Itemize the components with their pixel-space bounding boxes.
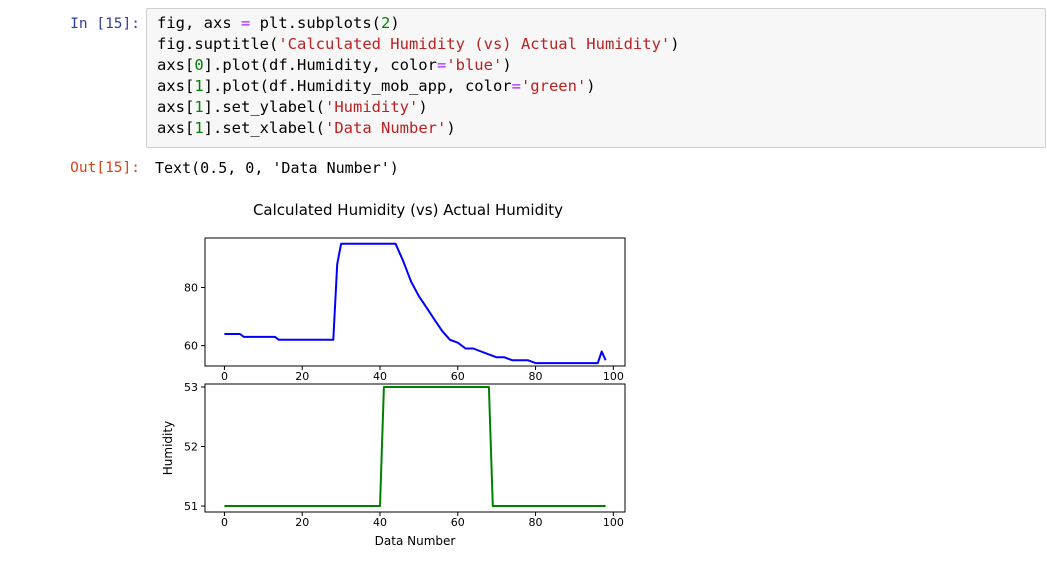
code-line-5: axs[1].set_ylabel('Humidity') — [157, 97, 680, 118]
code-token: axs[ — [157, 98, 195, 116]
code-string: 'blue' — [446, 56, 503, 74]
code-line-3: axs[0].plot(df.Humidity, color='blue') — [157, 55, 680, 76]
series-line-green — [224, 386, 606, 507]
y-tick-label: 53 — [184, 381, 198, 394]
subplot-1: 0 20 40 60 80 100 60 80 — [184, 237, 626, 383]
series-line-blue — [224, 242, 607, 365]
x-tick-label: 20 — [295, 370, 309, 383]
code-token: ) — [670, 35, 680, 53]
code-number: 1 — [194, 77, 204, 95]
code-token: axs[ — [157, 56, 195, 74]
y-tick-label: 51 — [184, 500, 198, 513]
y-tick-label: 80 — [184, 281, 198, 294]
x-tick-label: 0 — [221, 370, 228, 383]
x-tick-label: 20 — [295, 516, 309, 529]
code-token: ].plot(df.Humidity_mob_app, color — [203, 77, 512, 95]
code-token: fig.suptitle( — [157, 35, 279, 53]
y-tick-label: 60 — [184, 340, 198, 353]
subplot-2: 0 20 40 60 80 100 51 52 53 Data Number Humidity — [161, 381, 626, 548]
x-tick-label: 100 — [603, 370, 624, 383]
x-tick-label: 60 — [451, 370, 465, 383]
code-token: axs[ — [157, 119, 195, 137]
x-tick-label: 80 — [529, 516, 543, 529]
code-string: 'green' — [520, 77, 587, 95]
x-tick-label: 40 — [373, 370, 387, 383]
code-cell-editor[interactable]: fig, axs = plt.subplots(2) fig.suptitle(… — [146, 8, 1046, 148]
code-operator: = — [241, 14, 251, 32]
x-tick-label: 100 — [603, 516, 624, 529]
code-token: ].set_ylabel( — [203, 98, 325, 116]
code-string: 'Humidity' — [325, 98, 419, 116]
code-line-6: axs[1].set_xlabel('Data Number') — [157, 118, 680, 139]
y-axis-label: Humidity — [161, 421, 175, 475]
code-token: ) — [446, 119, 456, 137]
code-line-1: fig, axs = plt.subplots(2) — [157, 13, 680, 34]
x-tick-label: 60 — [451, 516, 465, 529]
input-prompt: In [15]: — [70, 16, 140, 32]
code-token: ) — [502, 56, 512, 74]
code-operator: = — [511, 77, 521, 95]
axes-frame — [204, 383, 626, 513]
x-tick-label: 0 — [221, 516, 228, 529]
x-tick-label: 40 — [373, 516, 387, 529]
code-token: ) — [390, 14, 400, 32]
code-token: fig, axs — [157, 14, 241, 32]
code-number: 2 — [381, 14, 391, 32]
code-token: axs[ — [157, 77, 195, 95]
code-string: 'Calculated Humidity (vs) Actual Humidit… — [278, 35, 671, 53]
code-line-4: axs[1].plot(df.Humidity_mob_app, color='… — [157, 76, 680, 97]
code-token: ) — [418, 98, 428, 116]
code-token: ].plot(df.Humidity, color — [203, 56, 437, 74]
x-tick-label: 80 — [529, 370, 543, 383]
figure-title: Calculated Humidity (vs) Actual Humidity — [253, 201, 563, 219]
code-token: plt.subplots( — [250, 14, 381, 32]
output-text: Text(0.5, 0, 'Data Number') — [155, 159, 399, 177]
axes-frame — [204, 237, 626, 367]
code-token: ) — [586, 77, 596, 95]
code-string: 'Data Number' — [325, 119, 447, 137]
code-token: ].set_xlabel( — [203, 119, 325, 137]
x-axis-label: Data Number — [375, 534, 456, 548]
code-number: 0 — [194, 56, 204, 74]
code-operator: = — [436, 56, 447, 74]
y-tick-label: 52 — [184, 441, 198, 454]
code-number: 1 — [194, 98, 204, 116]
code-line-2: fig.suptitle('Calculated Humidity (vs) A… — [157, 34, 680, 55]
code-number: 1 — [194, 119, 204, 137]
output-prompt: Out[15]: — [70, 160, 140, 176]
